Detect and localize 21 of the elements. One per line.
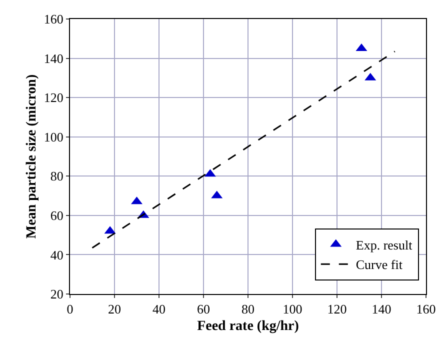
y-tick-label: 120 <box>44 90 64 106</box>
x-axis-title: Feed rate (kg/hr) <box>197 318 300 334</box>
y-tick-label: 80 <box>50 168 64 184</box>
legend-label: Exp. result <box>356 237 413 252</box>
y-tick-label: 40 <box>50 247 64 262</box>
y-tick-label: 100 <box>44 129 64 144</box>
x-tick-label: 40 <box>152 302 166 317</box>
x-tick-label: 0 <box>66 302 74 317</box>
y-tick-label: 160 <box>44 12 64 27</box>
legend-label: Curve fit <box>356 257 403 272</box>
x-tick-label: 120 <box>327 302 347 317</box>
x-tick-label: 60 <box>197 302 210 317</box>
x-tick-label: 140 <box>372 302 392 317</box>
y-tick-label: 140 <box>44 50 64 66</box>
x-tick-label: 80 <box>242 302 254 317</box>
y-tick-label: 20 <box>50 286 64 302</box>
x-tick-label: 20 <box>108 302 121 317</box>
y-tick-label: 60 <box>50 208 64 223</box>
y-axis-title: Mean particle size (micron) <box>24 74 40 239</box>
x-tick-label: 160 <box>416 302 436 317</box>
x-tick-label: 100 <box>282 302 302 317</box>
